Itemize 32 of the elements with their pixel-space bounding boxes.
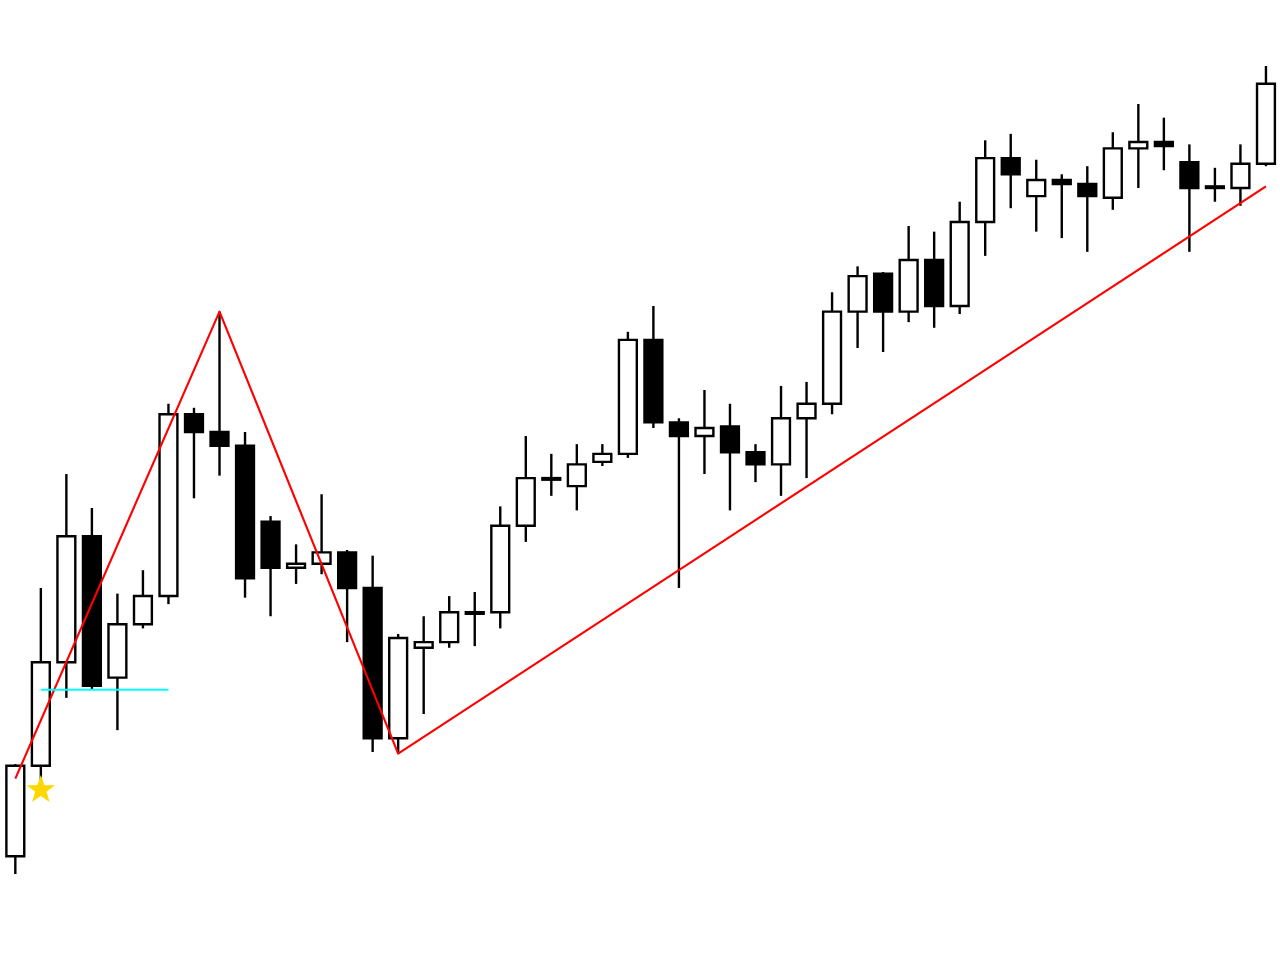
candlestick xyxy=(694,388,715,476)
candlestick xyxy=(311,493,332,576)
candlestick xyxy=(847,265,868,350)
candlestick xyxy=(1204,166,1226,203)
candlestick xyxy=(770,384,792,498)
candlestick xyxy=(336,548,358,644)
candlestick xyxy=(1153,116,1174,172)
candlestick xyxy=(541,452,562,498)
candlestick xyxy=(183,406,205,500)
candlestick xyxy=(464,590,485,648)
candlestick xyxy=(566,442,587,512)
candlestick xyxy=(592,442,613,468)
candlestick xyxy=(668,417,690,590)
candlestick xyxy=(413,615,434,716)
candlestick xyxy=(872,270,894,354)
candlestick xyxy=(1077,164,1098,254)
candlestick xyxy=(1230,143,1251,207)
candlestick xyxy=(439,594,460,649)
candlestick xyxy=(924,230,945,329)
candlestick xyxy=(285,543,307,586)
candlestick xyxy=(719,402,741,512)
candlestick xyxy=(1051,173,1072,240)
candlestick xyxy=(132,569,154,630)
candlestick xyxy=(1179,143,1200,254)
candlestick xyxy=(515,434,536,544)
candlestick xyxy=(796,380,817,480)
candlestick xyxy=(745,442,766,484)
candlestick xyxy=(1000,132,1021,210)
candlestick xyxy=(1128,102,1149,190)
candlestick xyxy=(1026,158,1047,233)
candlestick xyxy=(260,514,281,618)
candlestick xyxy=(209,310,230,477)
